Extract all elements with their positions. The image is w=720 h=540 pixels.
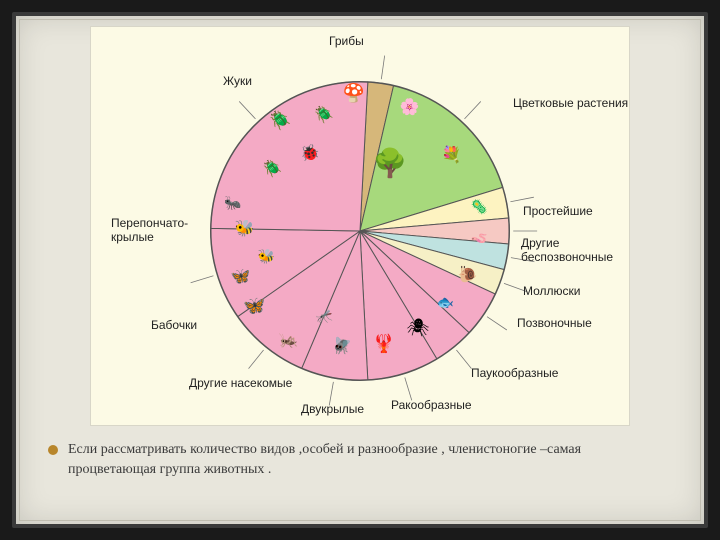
- leader-line: [465, 101, 481, 118]
- caption-row: Если рассматривать количество видов ,осо…: [30, 434, 690, 479]
- leader-line: [249, 350, 264, 369]
- leader-line: [456, 350, 471, 369]
- slide-frame: 🍄🌸🌳💐🦠🪱🐌🐟🕷🦞🪰🦟🦗🦋🦋🐝🐜🐝🪲🐞🪲🪲 ГрибыЦветковые ра…: [12, 12, 708, 528]
- leader-line: [405, 378, 412, 401]
- pie-slice-label: Ракообразные: [391, 399, 472, 413]
- pie-slice-label: Моллюски: [523, 285, 581, 299]
- bullet-icon: [48, 445, 58, 455]
- biodiversity-pie-chart: 🍄🌸🌳💐🦠🪱🐌🐟🕷🦞🪰🦟🦗🦋🦋🐝🐜🐝🪲🐞🪲🪲 ГрибыЦветковые ра…: [90, 26, 630, 426]
- leader-line: [381, 56, 384, 80]
- pie-slice-label: Цветковые растения: [513, 97, 628, 111]
- pie-slice-label: Грибы: [329, 35, 364, 49]
- pie-slice-label: Простейшие: [523, 205, 593, 219]
- pie-slice-label: Перепончато- крылые: [111, 217, 188, 245]
- pie-slice-label: Бабочки: [151, 319, 197, 333]
- pie-slice-label: Другие беспозвоночные: [521, 237, 613, 265]
- pie-slice-label: Паукообразные: [471, 367, 558, 381]
- leader-line: [510, 197, 533, 202]
- caption-text: Если рассматривать количество видов ,осо…: [68, 440, 672, 479]
- leader-line: [191, 276, 214, 283]
- pie-slice-label: Жуки: [223, 75, 252, 89]
- pie-slice-label: Другие насекомые: [189, 377, 292, 391]
- pie-slice: [211, 82, 368, 231]
- leader-line: [487, 317, 507, 330]
- pie-slice-label: Позвоночные: [517, 317, 592, 331]
- leader-line: [239, 101, 255, 118]
- pie-slice-label: Двукрылые: [301, 403, 364, 417]
